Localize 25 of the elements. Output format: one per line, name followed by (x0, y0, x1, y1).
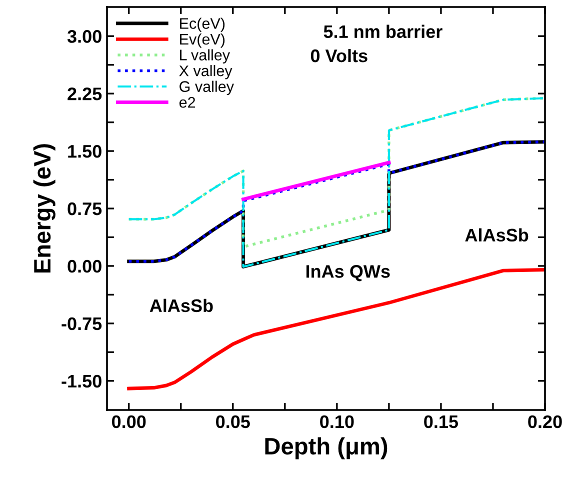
x-axis-title: Depth (μm) (265, 437, 388, 460)
legend-label: L valley (180, 49, 230, 64)
legend-label: Ec(eV) (180, 18, 225, 32)
y-tick-label: -0.75 (62, 317, 102, 330)
y-tick-label: 1.50 (68, 144, 102, 158)
x-tick-label: 0.00 (112, 415, 146, 428)
legend-label: e2 (179, 96, 196, 108)
y-tick-label: 0.00 (68, 260, 102, 273)
y-tick-label: 2.25 (68, 88, 102, 100)
annotation: InAs QWs (306, 265, 390, 282)
legend-label: G valley (180, 80, 234, 96)
y-axis-title: Energy (eV) (33, 144, 56, 273)
annotation: 0 Volts (310, 48, 368, 62)
y-tick-label: 0.75 (68, 202, 102, 216)
legend-label: Ev(eV) (180, 33, 225, 48)
y-tick-label: -1.50 (62, 374, 102, 388)
x-tick-label: 0.20 (528, 415, 562, 428)
annotation: AlAsSb (465, 228, 528, 242)
legend-label: X valley (179, 65, 232, 80)
x-tick-label: 0.15 (424, 415, 458, 428)
annotation: 5.1 nm barrier (324, 24, 442, 38)
x-tick-label: 0.10 (320, 415, 354, 428)
y-tick-label: 3.00 (67, 30, 102, 43)
annotation: AlAsSb (150, 298, 213, 312)
x-tick-label: 0.05 (216, 415, 250, 428)
